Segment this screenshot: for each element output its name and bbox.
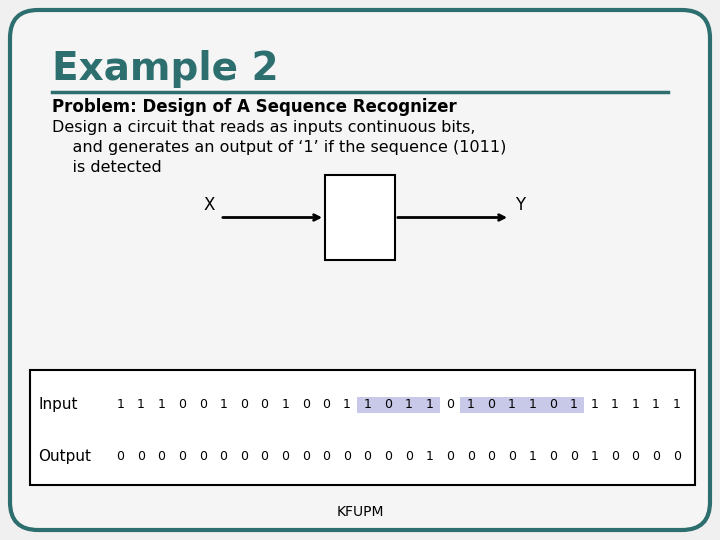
Text: 0: 0 bbox=[446, 450, 454, 463]
Bar bbox=[522, 396, 584, 413]
Text: 1: 1 bbox=[426, 450, 433, 463]
Text: 1: 1 bbox=[117, 398, 125, 411]
Text: 0: 0 bbox=[652, 450, 660, 463]
Text: X: X bbox=[204, 195, 215, 213]
Text: 1: 1 bbox=[590, 398, 598, 411]
Text: 0: 0 bbox=[384, 398, 392, 411]
Text: KFUPM: KFUPM bbox=[336, 505, 384, 519]
Text: 0: 0 bbox=[261, 398, 269, 411]
Text: 0: 0 bbox=[549, 398, 557, 411]
Text: 0: 0 bbox=[672, 450, 680, 463]
Text: 0: 0 bbox=[611, 450, 619, 463]
Text: 1: 1 bbox=[672, 398, 680, 411]
Text: 1: 1 bbox=[426, 398, 433, 411]
Text: 1: 1 bbox=[570, 398, 577, 411]
Text: Output: Output bbox=[38, 449, 91, 464]
Text: 1: 1 bbox=[611, 398, 618, 411]
Text: 0: 0 bbox=[302, 398, 310, 411]
Text: 0: 0 bbox=[343, 450, 351, 463]
Bar bbox=[357, 396, 440, 413]
Text: 0: 0 bbox=[364, 450, 372, 463]
Text: 0: 0 bbox=[199, 450, 207, 463]
Text: 0: 0 bbox=[487, 398, 495, 411]
Text: 0: 0 bbox=[508, 450, 516, 463]
Bar bbox=[325, 175, 395, 260]
Text: 1: 1 bbox=[590, 450, 598, 463]
Text: 0: 0 bbox=[487, 450, 495, 463]
Bar bbox=[30, 370, 695, 485]
Text: 1: 1 bbox=[652, 398, 660, 411]
Text: 0: 0 bbox=[446, 398, 454, 411]
Text: 0: 0 bbox=[467, 450, 474, 463]
Text: 0: 0 bbox=[137, 450, 145, 463]
FancyBboxPatch shape bbox=[10, 10, 710, 530]
Text: 0: 0 bbox=[405, 450, 413, 463]
Text: 1: 1 bbox=[467, 398, 474, 411]
Bar bbox=[460, 396, 522, 413]
Text: 1: 1 bbox=[282, 398, 289, 411]
Text: 0: 0 bbox=[384, 450, 392, 463]
Text: 0: 0 bbox=[631, 450, 639, 463]
Text: 0: 0 bbox=[158, 450, 166, 463]
Text: is detected: is detected bbox=[52, 160, 162, 175]
Text: 0: 0 bbox=[570, 450, 577, 463]
Text: 0: 0 bbox=[199, 398, 207, 411]
Text: 0: 0 bbox=[220, 450, 228, 463]
Text: 1: 1 bbox=[528, 450, 536, 463]
Text: 1: 1 bbox=[405, 398, 413, 411]
Text: 1: 1 bbox=[137, 398, 145, 411]
Text: 0: 0 bbox=[282, 450, 289, 463]
Text: 1: 1 bbox=[631, 398, 639, 411]
Text: 1: 1 bbox=[220, 398, 228, 411]
Text: and generates an output of ‘1’ if the sequence (1011): and generates an output of ‘1’ if the se… bbox=[52, 140, 506, 155]
Text: Y: Y bbox=[515, 195, 525, 213]
Text: 1: 1 bbox=[343, 398, 351, 411]
Text: Example 2: Example 2 bbox=[52, 50, 279, 88]
Text: Problem: Design of A Sequence Recognizer: Problem: Design of A Sequence Recognizer bbox=[52, 98, 456, 116]
Text: 0: 0 bbox=[178, 398, 186, 411]
Text: 1: 1 bbox=[158, 398, 166, 411]
Text: 0: 0 bbox=[549, 450, 557, 463]
Text: Design a circuit that reads as inputs continuous bits,: Design a circuit that reads as inputs co… bbox=[52, 120, 475, 135]
Text: 0: 0 bbox=[117, 450, 125, 463]
Text: 1: 1 bbox=[364, 398, 372, 411]
Text: 1: 1 bbox=[508, 398, 516, 411]
Text: 0: 0 bbox=[261, 450, 269, 463]
Text: 1: 1 bbox=[528, 398, 536, 411]
Text: 0: 0 bbox=[323, 450, 330, 463]
Text: 0: 0 bbox=[323, 398, 330, 411]
Text: 0: 0 bbox=[178, 450, 186, 463]
Text: 0: 0 bbox=[240, 450, 248, 463]
Text: 0: 0 bbox=[240, 398, 248, 411]
Text: Input: Input bbox=[38, 397, 78, 412]
Text: 0: 0 bbox=[302, 450, 310, 463]
